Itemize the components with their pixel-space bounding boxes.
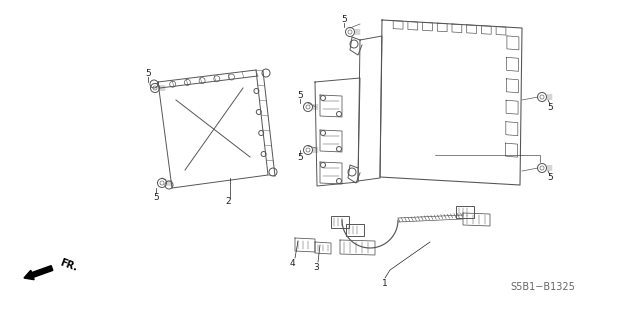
Text: S5B1−B1325: S5B1−B1325 bbox=[511, 282, 575, 292]
Text: FR.: FR. bbox=[58, 257, 78, 273]
Text: 2: 2 bbox=[225, 197, 231, 206]
Text: 5: 5 bbox=[547, 174, 553, 182]
Bar bbox=[331, 216, 349, 228]
Text: 1: 1 bbox=[382, 278, 388, 287]
Text: 5: 5 bbox=[547, 102, 553, 112]
Text: 5: 5 bbox=[341, 16, 347, 25]
Text: 3: 3 bbox=[313, 263, 319, 271]
Bar bbox=[346, 224, 364, 236]
Bar bbox=[456, 206, 474, 218]
Text: 5: 5 bbox=[153, 192, 159, 202]
FancyArrow shape bbox=[24, 266, 53, 280]
Text: 5: 5 bbox=[297, 152, 303, 161]
Text: 5: 5 bbox=[297, 92, 303, 100]
Text: 5: 5 bbox=[145, 70, 151, 78]
Text: 4: 4 bbox=[289, 258, 295, 268]
